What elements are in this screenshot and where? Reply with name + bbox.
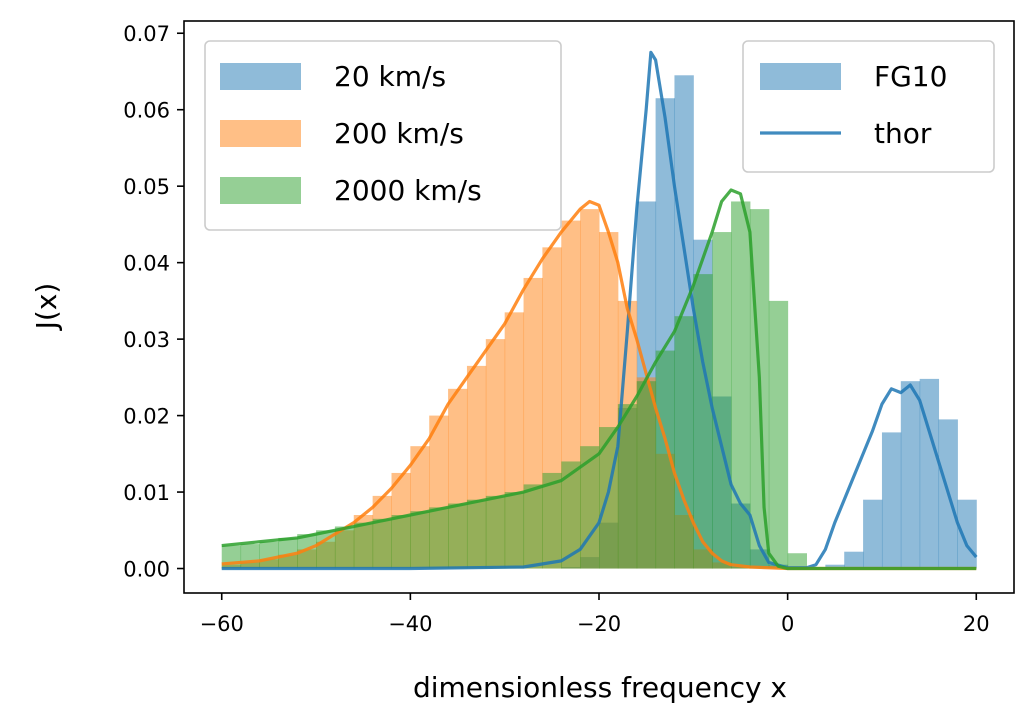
legend-label: 2000 km/s <box>334 174 482 207</box>
hist-bar <box>448 503 468 569</box>
hist-bar <box>523 484 543 569</box>
hist-bar <box>485 495 506 569</box>
x-tick-label: −60 <box>200 612 244 636</box>
hist-bar <box>693 274 713 569</box>
legend-swatch-fg10 <box>760 63 841 90</box>
hist-bar <box>881 432 902 569</box>
thor-lines-layer <box>221 50 978 571</box>
thor-line-200-km-s <box>221 199 977 571</box>
axes-layer: −60 −40 −20 0 20 0.00 0.01 0.02 0.03 0.04 0.05 0.06… <box>123 20 1015 636</box>
hist-bar <box>636 381 657 569</box>
legend-swatch <box>220 120 301 147</box>
legend-swatch <box>220 177 301 204</box>
x-tick-label: 0 <box>781 612 794 636</box>
hist-bar <box>919 378 940 569</box>
y-tick-label: 0.01 <box>123 481 170 505</box>
y-tick-label: 0.04 <box>123 252 170 276</box>
legend-swatch <box>220 63 301 90</box>
y-tick-label: 0.02 <box>123 405 170 429</box>
x-axis-label: dimensionless frequency x <box>413 671 787 704</box>
hist-bar <box>316 530 336 569</box>
hist-bar <box>674 316 694 569</box>
hist-2000-km-s <box>221 201 807 569</box>
hist-bar <box>561 461 581 569</box>
legend-label: thor <box>874 117 932 150</box>
hist-bar <box>429 507 449 569</box>
hist-bar <box>391 515 411 569</box>
legend-methods: FG10 thor <box>742 40 995 173</box>
thor-line-2000-km-s <box>221 188 977 571</box>
legend-label: 20 km/s <box>334 60 446 93</box>
hist-bar <box>900 381 921 569</box>
legend-layer: 20 km/s 200 km/s 2000 km/s FG10 thor <box>204 40 995 231</box>
x-tick-label: 20 <box>963 612 990 636</box>
hist-bar <box>240 544 260 569</box>
histogram-layer <box>221 75 977 569</box>
y-axis-label: J(x) <box>30 283 63 332</box>
hist-bar <box>731 201 751 569</box>
y-tick-label: 0.06 <box>123 99 170 123</box>
hist-bar <box>617 404 638 569</box>
legend-speeds: 20 km/s 200 km/s 2000 km/s <box>204 40 562 231</box>
hist-bar <box>844 551 864 569</box>
hist-bar <box>372 518 392 569</box>
hist-bar <box>259 541 279 569</box>
hist-bar <box>655 350 675 569</box>
hist-bar <box>825 564 845 569</box>
hist-bar <box>334 526 355 569</box>
hist-bar <box>353 522 374 569</box>
legend-label: FG10 <box>874 60 947 93</box>
x-tick-label: −20 <box>577 612 621 636</box>
y-tick-label: 0.07 <box>123 22 170 46</box>
hist-bar <box>466 499 487 569</box>
y-tick-label: 0.03 <box>123 328 170 352</box>
hist-bar <box>297 534 317 569</box>
hist-bar <box>957 499 977 569</box>
legend-label: 200 km/s <box>334 117 464 150</box>
y-tick-label: 0.00 <box>123 558 170 582</box>
hist-bar <box>712 232 732 569</box>
hist-bar <box>410 511 430 569</box>
hist-bar <box>580 446 600 569</box>
y-tick-label: 0.05 <box>123 175 170 199</box>
hist-bar <box>863 499 883 569</box>
legend-box <box>742 40 995 173</box>
thor-line-20-km-s <box>221 50 978 571</box>
hist-bar <box>278 537 298 569</box>
x-tick-label: −40 <box>388 612 432 636</box>
hist-bar <box>504 492 525 569</box>
hist-bar <box>542 472 562 569</box>
hist-bar <box>768 300 789 569</box>
hist-bar <box>787 553 807 569</box>
